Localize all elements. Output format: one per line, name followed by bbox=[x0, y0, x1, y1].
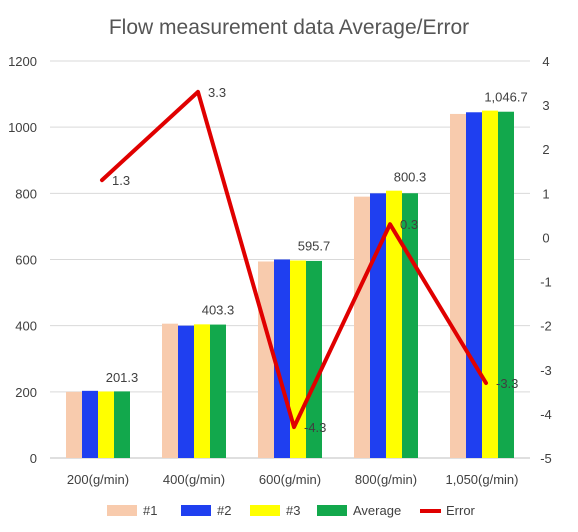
right-axis-tick-label: -5 bbox=[540, 451, 552, 466]
average-data-label: 800.3 bbox=[394, 170, 427, 185]
x-axis-tick-label: 200(g/min) bbox=[67, 472, 129, 487]
bar-series-2 bbox=[370, 193, 386, 459]
legend-item: #3 bbox=[250, 503, 300, 518]
legend-label: #1 bbox=[143, 503, 157, 518]
legend-item: Average bbox=[317, 503, 401, 518]
error-line bbox=[100, 89, 488, 430]
bar-series-3 bbox=[98, 391, 114, 458]
legend-item: #1 bbox=[107, 503, 157, 518]
bar-average bbox=[210, 324, 226, 458]
legend-label: Error bbox=[446, 503, 476, 518]
right-axis-tick-label: -3 bbox=[540, 363, 552, 378]
legend-swatch bbox=[107, 505, 137, 516]
left-axis-tick-label: 200 bbox=[15, 385, 37, 400]
legend-item: #2 bbox=[181, 503, 231, 518]
bar-series-1 bbox=[354, 196, 370, 458]
x-axis-tick-label: 600(g/min) bbox=[259, 472, 321, 487]
right-axis-tick-label: 0 bbox=[542, 230, 549, 245]
left-axis-tick-label: 1000 bbox=[8, 120, 37, 135]
data-labels: 201.3 403.3 595.7 800.3 1,046.7 1.3 3.3 -4.3 0.3… bbox=[106, 85, 528, 435]
right-axis-tick-label: 1 bbox=[542, 186, 549, 201]
bar-series-1 bbox=[258, 261, 274, 458]
bar-series-2 bbox=[466, 112, 482, 458]
bar-series-1 bbox=[162, 323, 178, 458]
legend-swatch bbox=[250, 505, 280, 516]
bar-series-3 bbox=[386, 190, 402, 459]
average-data-label: 403.3 bbox=[202, 303, 235, 318]
bar-series-2 bbox=[274, 259, 290, 458]
legend: #1 #2 #3 Average Error bbox=[107, 503, 476, 518]
left-axis-tick-label: 400 bbox=[15, 319, 37, 334]
left-axis-tick-label: 600 bbox=[15, 253, 37, 268]
legend-item: Error bbox=[420, 503, 476, 518]
legend-swatch bbox=[181, 505, 211, 516]
error-data-label: 0.3 bbox=[400, 217, 418, 232]
left-axis-tick-label: 800 bbox=[15, 186, 37, 201]
average-data-label: 1,046.7 bbox=[484, 90, 527, 105]
error-data-label: -4.3 bbox=[304, 420, 326, 435]
x-axis-tick-label: 800(g/min) bbox=[355, 472, 417, 487]
bar-series-2 bbox=[178, 325, 194, 458]
right-axis-ticks: 4 3 2 1 0 -1 -2 -3 -4 -5 bbox=[540, 54, 552, 466]
right-axis-tick-label: 4 bbox=[542, 54, 549, 69]
right-axis-tick-label: 3 bbox=[542, 98, 549, 113]
right-axis-tick-label: 2 bbox=[542, 142, 549, 157]
bar-average bbox=[402, 193, 418, 459]
bar-series-1 bbox=[66, 391, 82, 458]
x-axis-ticks: 200(g/min) 400(g/min) 600(g/min) 800(g/min)… bbox=[67, 472, 519, 487]
left-axis-ticks: 0 200 400 600 800 1000 1200 bbox=[8, 54, 37, 466]
x-axis-tick-label: 1,050(g/min) bbox=[446, 472, 519, 487]
right-axis-tick-label: -1 bbox=[540, 275, 552, 290]
bar-average bbox=[306, 260, 322, 458]
left-axis-tick-label: 1200 bbox=[8, 54, 37, 69]
bar-average bbox=[498, 111, 514, 459]
average-data-label: 201.3 bbox=[106, 370, 139, 385]
chart-title: Flow measurement data Average/Error bbox=[109, 16, 469, 39]
legend-swatch bbox=[317, 505, 347, 516]
legend-label: #2 bbox=[217, 503, 231, 518]
left-axis-tick-label: 0 bbox=[30, 451, 37, 466]
bar-series-1 bbox=[450, 113, 466, 458]
error-line-group bbox=[100, 89, 488, 430]
error-data-label: -3.3 bbox=[496, 376, 518, 391]
bar-average bbox=[114, 391, 130, 458]
right-axis-tick-label: -2 bbox=[540, 319, 552, 334]
average-data-label: 595.7 bbox=[298, 239, 331, 254]
x-axis-tick-label: 400(g/min) bbox=[163, 472, 225, 487]
bar-series-2 bbox=[82, 390, 98, 458]
legend-label: Average bbox=[353, 503, 401, 518]
error-data-label: 3.3 bbox=[208, 85, 226, 100]
legend-label: #3 bbox=[286, 503, 300, 518]
error-data-label: 1.3 bbox=[112, 173, 130, 188]
bars bbox=[66, 110, 514, 459]
right-axis-tick-label: -4 bbox=[540, 407, 552, 422]
bar-series-3 bbox=[194, 324, 210, 458]
bar-series-3 bbox=[482, 110, 498, 458]
